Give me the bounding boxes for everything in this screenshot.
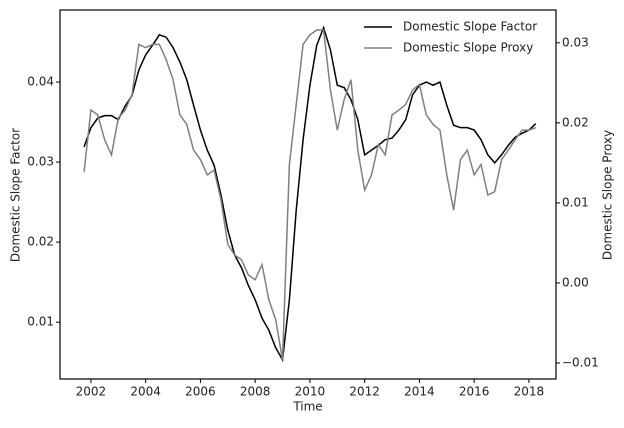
legend-label: Domestic Slope Proxy xyxy=(403,41,533,55)
x-tick-label: 2014 xyxy=(404,385,435,399)
y-tick-label: 0.02 xyxy=(27,235,54,249)
x-tick-label: 2006 xyxy=(185,385,216,399)
y-tick-label: 0.03 xyxy=(27,155,54,169)
y2-tick-label: 0.00 xyxy=(562,275,589,289)
x-tick-label: 2010 xyxy=(295,385,326,399)
y2-tick-label: 0.02 xyxy=(562,115,589,129)
y-axis-label: Domestic Slope Factor xyxy=(9,128,23,262)
y-tick-label: 0.01 xyxy=(27,315,54,329)
y-tick-label: 0.04 xyxy=(27,75,54,89)
x-tick-label: 2012 xyxy=(349,385,380,399)
x-tick-label: 2002 xyxy=(76,385,107,399)
y2-tick-label: 0.01 xyxy=(562,195,589,209)
x-axis-label: Time xyxy=(292,400,322,414)
y2-axis-label: Domestic Slope Proxy xyxy=(601,130,615,260)
y2-tick-label: 0.03 xyxy=(562,35,589,49)
x-tick-label: 2016 xyxy=(459,385,490,399)
y2-tick-label: −0.01 xyxy=(562,355,599,369)
series-line xyxy=(83,25,537,363)
x-tick-label: 2018 xyxy=(514,385,545,399)
x-tick-label: 2008 xyxy=(240,385,271,399)
plot-frame xyxy=(59,9,557,380)
legend-label: Domestic Slope Factor xyxy=(403,20,537,34)
series-line xyxy=(83,29,536,360)
x-tick-label: 2004 xyxy=(130,385,161,399)
